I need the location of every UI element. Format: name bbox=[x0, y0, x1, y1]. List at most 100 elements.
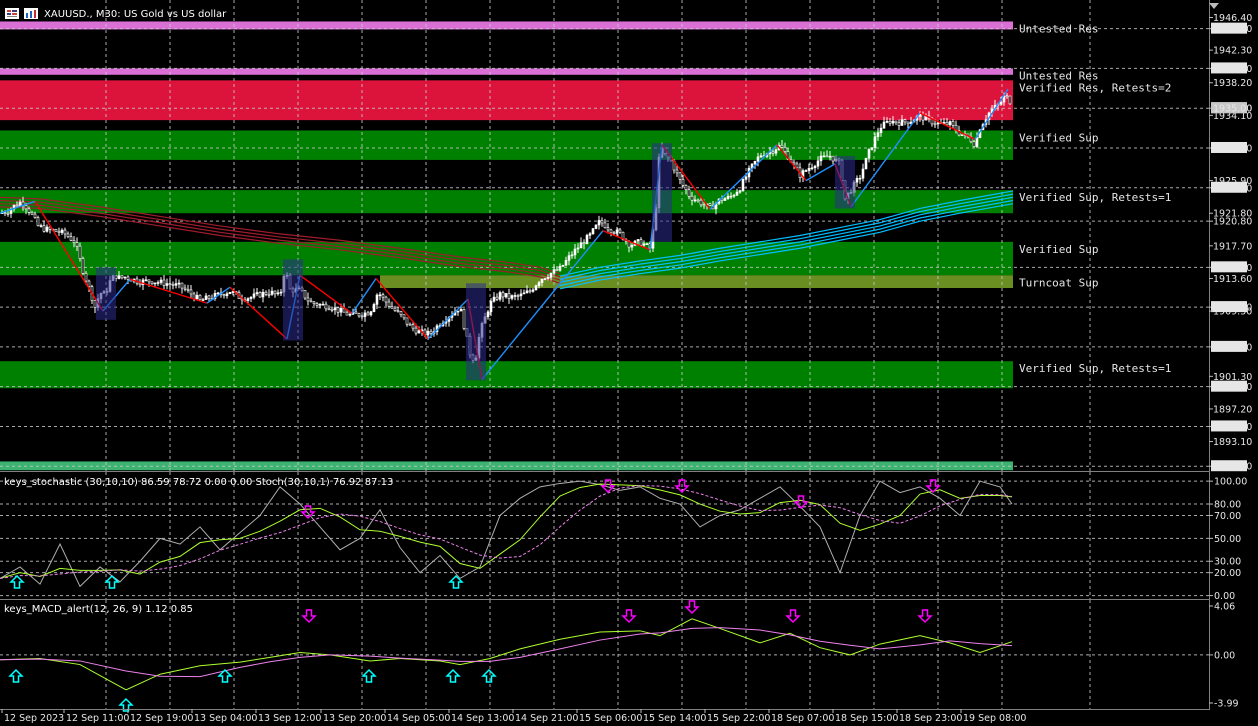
price-tick-box-13 bbox=[1211, 261, 1247, 273]
candle-body bbox=[372, 304, 376, 312]
stoch-up-arrow-2 bbox=[448, 574, 464, 589]
time-tick-label-11: 15 Sep 22:00 bbox=[707, 713, 770, 724]
candle-body bbox=[630, 245, 634, 248]
zone-sup-3 bbox=[0, 130, 1013, 160]
candle-body bbox=[561, 264, 565, 267]
candle-body bbox=[36, 217, 40, 226]
candle-body bbox=[24, 205, 28, 210]
candle-body bbox=[150, 281, 154, 285]
candle-body bbox=[900, 119, 904, 126]
candle-body bbox=[360, 315, 364, 318]
time-tick-label-14: 18 Sep 23:00 bbox=[899, 713, 962, 724]
moving-averages bbox=[0, 190, 1014, 290]
autoscroll-marker-icon[interactable] bbox=[1209, 3, 1219, 9]
stoch-tick-label-5: 20.00 bbox=[1214, 568, 1241, 579]
price-tick-label-4: 1938.20 bbox=[1213, 78, 1252, 89]
price-tick-label-9: 1925.00 bbox=[1213, 183, 1252, 194]
macd-down-arrow-3 bbox=[785, 609, 801, 624]
price-tick-box-23 bbox=[1211, 460, 1247, 472]
candle-body bbox=[774, 149, 778, 154]
zigzag-box-0 bbox=[96, 267, 116, 320]
stoch-down-arrow-3 bbox=[793, 495, 809, 510]
macd-panel[interactable] bbox=[0, 600, 1209, 712]
candle-body bbox=[531, 289, 535, 292]
stoch-tick-label-6: 0.00 bbox=[1214, 591, 1235, 602]
candle-body bbox=[693, 199, 697, 202]
candle-body bbox=[858, 177, 862, 180]
candle-body bbox=[495, 296, 499, 300]
candle-body bbox=[699, 199, 703, 206]
candle-body bbox=[213, 293, 217, 299]
zigzag-lines bbox=[0, 88, 1009, 381]
current-price-box bbox=[1211, 102, 1247, 114]
candle-body bbox=[396, 310, 400, 312]
candle-body bbox=[123, 276, 127, 279]
candle-body bbox=[369, 311, 373, 316]
price-tick-label-17: 1905.00 bbox=[1213, 342, 1252, 353]
candle-body bbox=[897, 122, 901, 126]
candle-body bbox=[885, 120, 889, 123]
candle-body bbox=[267, 294, 271, 296]
macd-title: keys_MACD_alert(12, 26, 9) 1.12 0.85 bbox=[4, 604, 193, 615]
zigzag-segment bbox=[709, 144, 778, 210]
candle-body bbox=[552, 269, 556, 274]
candle-body bbox=[84, 273, 88, 282]
stochastic-panel[interactable] bbox=[0, 472, 1209, 599]
zone-label-2: Verified Res, Retests=2 bbox=[1019, 81, 1171, 94]
candle-body bbox=[348, 313, 352, 316]
candle-body bbox=[759, 155, 763, 158]
candle-body bbox=[861, 168, 865, 179]
zigzag-segment bbox=[206, 286, 231, 304]
candle-body bbox=[942, 122, 946, 124]
stoch-down-arrow-0 bbox=[300, 505, 316, 520]
candle-body bbox=[309, 300, 313, 303]
candle-body bbox=[594, 224, 598, 229]
zigzag-box-1 bbox=[283, 259, 303, 341]
candle-body bbox=[63, 229, 67, 235]
candle-body bbox=[588, 233, 592, 236]
candle-body bbox=[357, 313, 361, 317]
candle-body bbox=[363, 312, 367, 317]
candle-body bbox=[42, 225, 46, 232]
candle-body bbox=[609, 229, 613, 234]
candle-body bbox=[459, 309, 463, 312]
candle-body bbox=[540, 278, 544, 283]
price-tick-label-18: 1901.30 bbox=[1213, 372, 1252, 383]
candle-body bbox=[489, 301, 493, 313]
macd-signal-line bbox=[0, 627, 1013, 678]
zone-label-5: Verified Sup bbox=[1019, 243, 1098, 256]
time-tick-label-6: 14 Sep 05:00 bbox=[387, 713, 450, 724]
candle-body bbox=[741, 179, 745, 192]
candle-body bbox=[645, 243, 649, 245]
macd-axis: 4.06 0.00 -3.99 bbox=[1209, 602, 1239, 710]
candle-body bbox=[375, 294, 379, 305]
symbol-title: XAUUSD., M30: US Gold vs US dollar bbox=[44, 9, 227, 20]
time-axis: 12 Sep 2023 12 Sep 11:00 12 Sep 19:00 13 Se… bbox=[1, 709, 1026, 724]
candle-body bbox=[393, 307, 397, 311]
candle-body bbox=[546, 277, 550, 279]
ma-red-3 bbox=[0, 196, 561, 275]
candle-body bbox=[891, 120, 895, 124]
candle-body bbox=[585, 234, 589, 245]
candle-body bbox=[498, 292, 502, 300]
trade-icon[interactable] bbox=[24, 8, 38, 19]
price-tick-label-10: 1921.80 bbox=[1213, 209, 1252, 220]
candle-body bbox=[378, 294, 382, 297]
candle-body bbox=[171, 283, 175, 286]
price-tick-label-14: 1913.60 bbox=[1213, 274, 1252, 285]
candle-body bbox=[222, 294, 226, 297]
macd-down-arrow-4 bbox=[917, 609, 933, 624]
macd-up-arrow-2 bbox=[217, 668, 233, 683]
candle-body bbox=[384, 296, 388, 303]
chart-menu-icon[interactable] bbox=[5, 8, 19, 19]
zone-weak_res-0 bbox=[0, 21, 1013, 30]
candle-body bbox=[258, 292, 262, 298]
zigzag-segment bbox=[919, 112, 976, 140]
candle-body bbox=[138, 282, 142, 286]
zigzag-box-4 bbox=[835, 155, 855, 209]
candle-body bbox=[66, 233, 70, 237]
macd-tick-label-2: -3.99 bbox=[1214, 699, 1239, 710]
price-tick-label-3: 1940.00 bbox=[1213, 64, 1252, 75]
